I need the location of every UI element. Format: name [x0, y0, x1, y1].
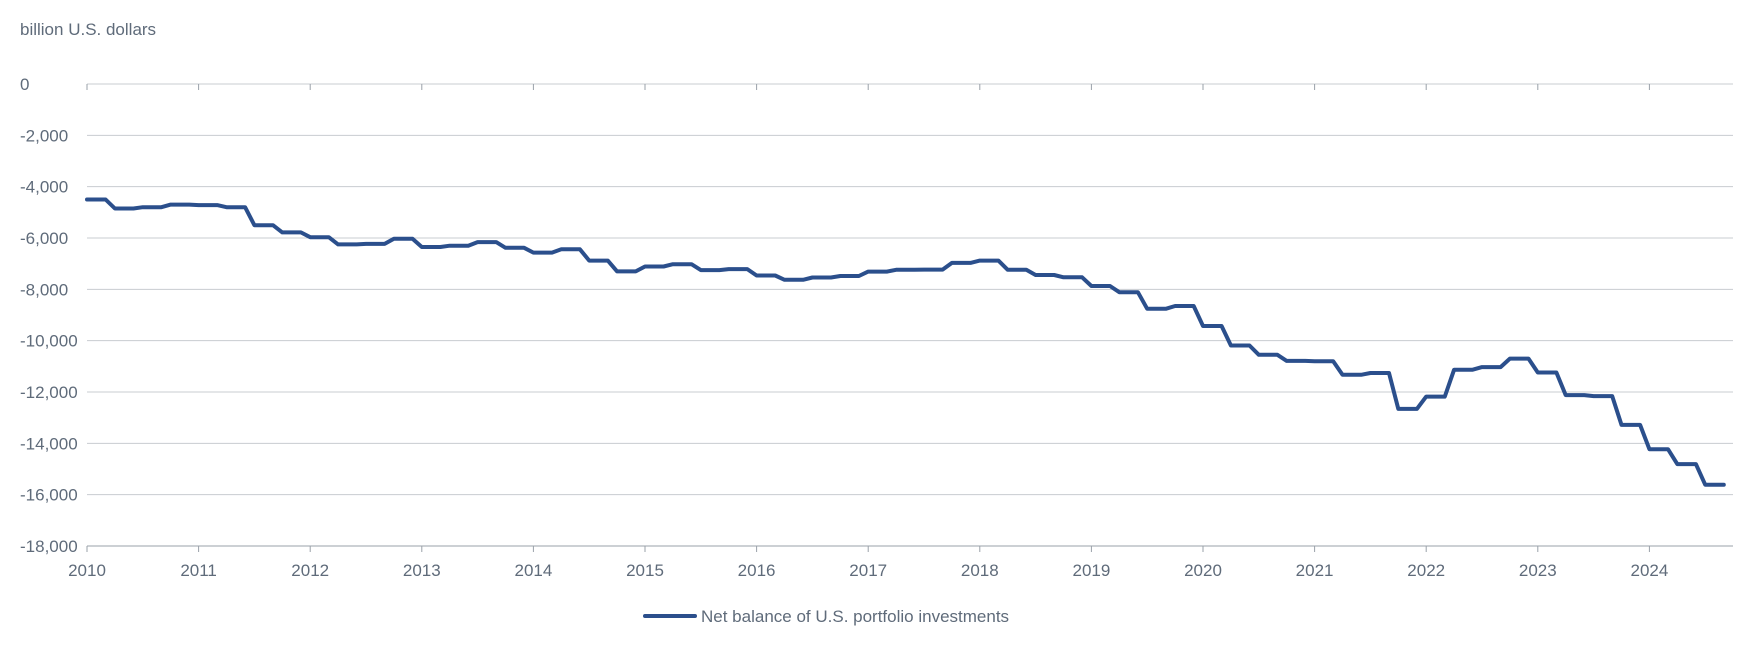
x-axis-ticks: 2010 2011 2012 2013 2014 2015 2016 2017 2018 2019… [68, 84, 1668, 580]
y-tick-label: -18,000 [20, 537, 78, 556]
y-tick-label: -6,000 [20, 229, 68, 248]
x-tick-label: 2021 [1296, 561, 1334, 580]
y-tick-label: -16,000 [20, 486, 78, 505]
y-axis-label: billion U.S. dollars [20, 20, 156, 39]
x-tick-label: 2024 [1630, 561, 1668, 580]
y-tick-label: 0 [20, 75, 29, 94]
x-tick-label: 2017 [849, 561, 887, 580]
x-tick-label: 2010 [68, 561, 106, 580]
x-tick-label: 2012 [291, 561, 329, 580]
series-layer [85, 197, 1726, 487]
legend-label: Net balance of U.S. portfolio investment… [701, 607, 1009, 626]
x-tick-label: 2015 [626, 561, 664, 580]
x-tick-label: 2020 [1184, 561, 1222, 580]
x-tick-label: 2011 [180, 561, 217, 580]
y-tick-label: -10,000 [20, 332, 78, 351]
x-tick-label: 2019 [1072, 561, 1110, 580]
x-tick-label: 2022 [1407, 561, 1445, 580]
x-tick-label: 2016 [738, 561, 776, 580]
y-tick-label: -4,000 [20, 178, 68, 197]
x-tick-label: 2018 [961, 561, 999, 580]
x-tick-label: 2014 [514, 561, 552, 580]
gridlines [87, 83, 1733, 547]
legend: Net balance of U.S. portfolio investment… [643, 607, 1009, 626]
y-tick-label: -14,000 [20, 434, 78, 453]
y-tick-label: -8,000 [20, 280, 68, 299]
x-tick-label: 2013 [403, 561, 441, 580]
x-tick-label: 2023 [1519, 561, 1557, 580]
y-tick-label: -12,000 [20, 383, 78, 402]
series-line [85, 197, 1726, 487]
y-tick-label: -2,000 [20, 126, 68, 145]
y-axis-ticks: 0 -2,000 -4,000 -6,000 -8,000 -10,000 -12,000 -… [20, 75, 78, 556]
